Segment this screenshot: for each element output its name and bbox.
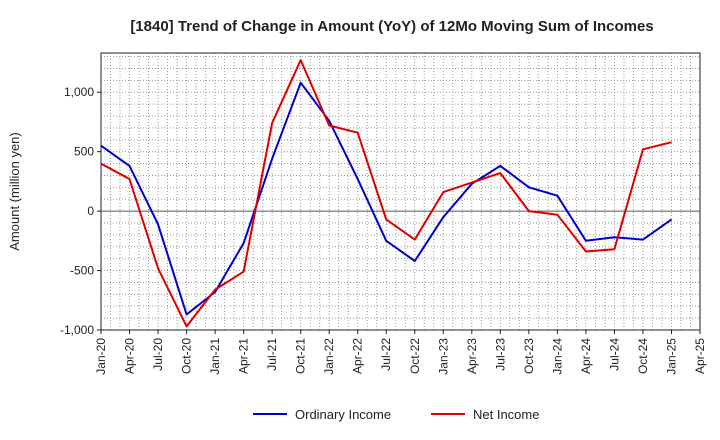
x-tick-label: Oct-22 [408, 338, 422, 374]
x-tick-label: Jan-22 [322, 338, 336, 375]
y-axis: -1,000 -500 0 500 1,000 [60, 85, 101, 337]
plot-frame [100, 52, 701, 331]
x-tick-label: Jul-23 [493, 338, 507, 371]
x-tick-label: Jan-21 [208, 338, 222, 375]
x-tick-label: Apr-25 [693, 338, 707, 374]
series [100, 59, 673, 328]
x-tick-label: Jul-21 [265, 338, 279, 371]
series-line-net-income [100, 59, 672, 328]
x-tick-label: Apr-21 [237, 338, 251, 374]
y-tick-label: -500 [70, 264, 94, 278]
y-tick-label: -1,000 [60, 323, 94, 337]
x-tick-label: Jan-23 [436, 338, 450, 375]
y-tick-label: 500 [74, 145, 94, 159]
x-tick-label: Jul-24 [607, 338, 621, 371]
x-tick-label: Jan-20 [94, 338, 108, 375]
legend-label-ordinary-income: Ordinary Income [295, 407, 391, 422]
x-tick-label: Jan-25 [664, 338, 678, 375]
legend: Ordinary Income Net Income [253, 407, 539, 422]
legend-label-net-income: Net Income [473, 407, 539, 422]
x-tick-label: Apr-22 [351, 338, 365, 374]
grid [101, 53, 700, 330]
x-tick-label: Oct-20 [180, 338, 194, 374]
x-tick-label: Oct-24 [636, 338, 650, 374]
chart-title: [1840] Trend of Change in Amount (YoY) o… [130, 18, 653, 35]
x-tick-label: Apr-24 [579, 338, 593, 374]
x-tick-label: Jul-20 [151, 338, 165, 371]
x-tick-label: Jul-22 [379, 338, 393, 371]
x-tick-label: Apr-23 [465, 338, 479, 374]
x-tick-label: Jan-24 [550, 338, 564, 375]
y-tick-label: 1,000 [64, 85, 94, 99]
x-tick-label: Oct-21 [294, 338, 308, 374]
x-tick-label: Oct-23 [522, 338, 536, 374]
y-axis-label: Amount (million yen) [7, 132, 22, 251]
x-tick-label: Apr-20 [123, 338, 137, 374]
y-tick-label: 0 [87, 204, 94, 218]
series-line-ordinary-income [100, 81, 673, 316]
x-axis: Jan-20 Apr-20 Jul-20 Oct-20 Jan-21 Apr-21 Jul-… [94, 330, 707, 375]
